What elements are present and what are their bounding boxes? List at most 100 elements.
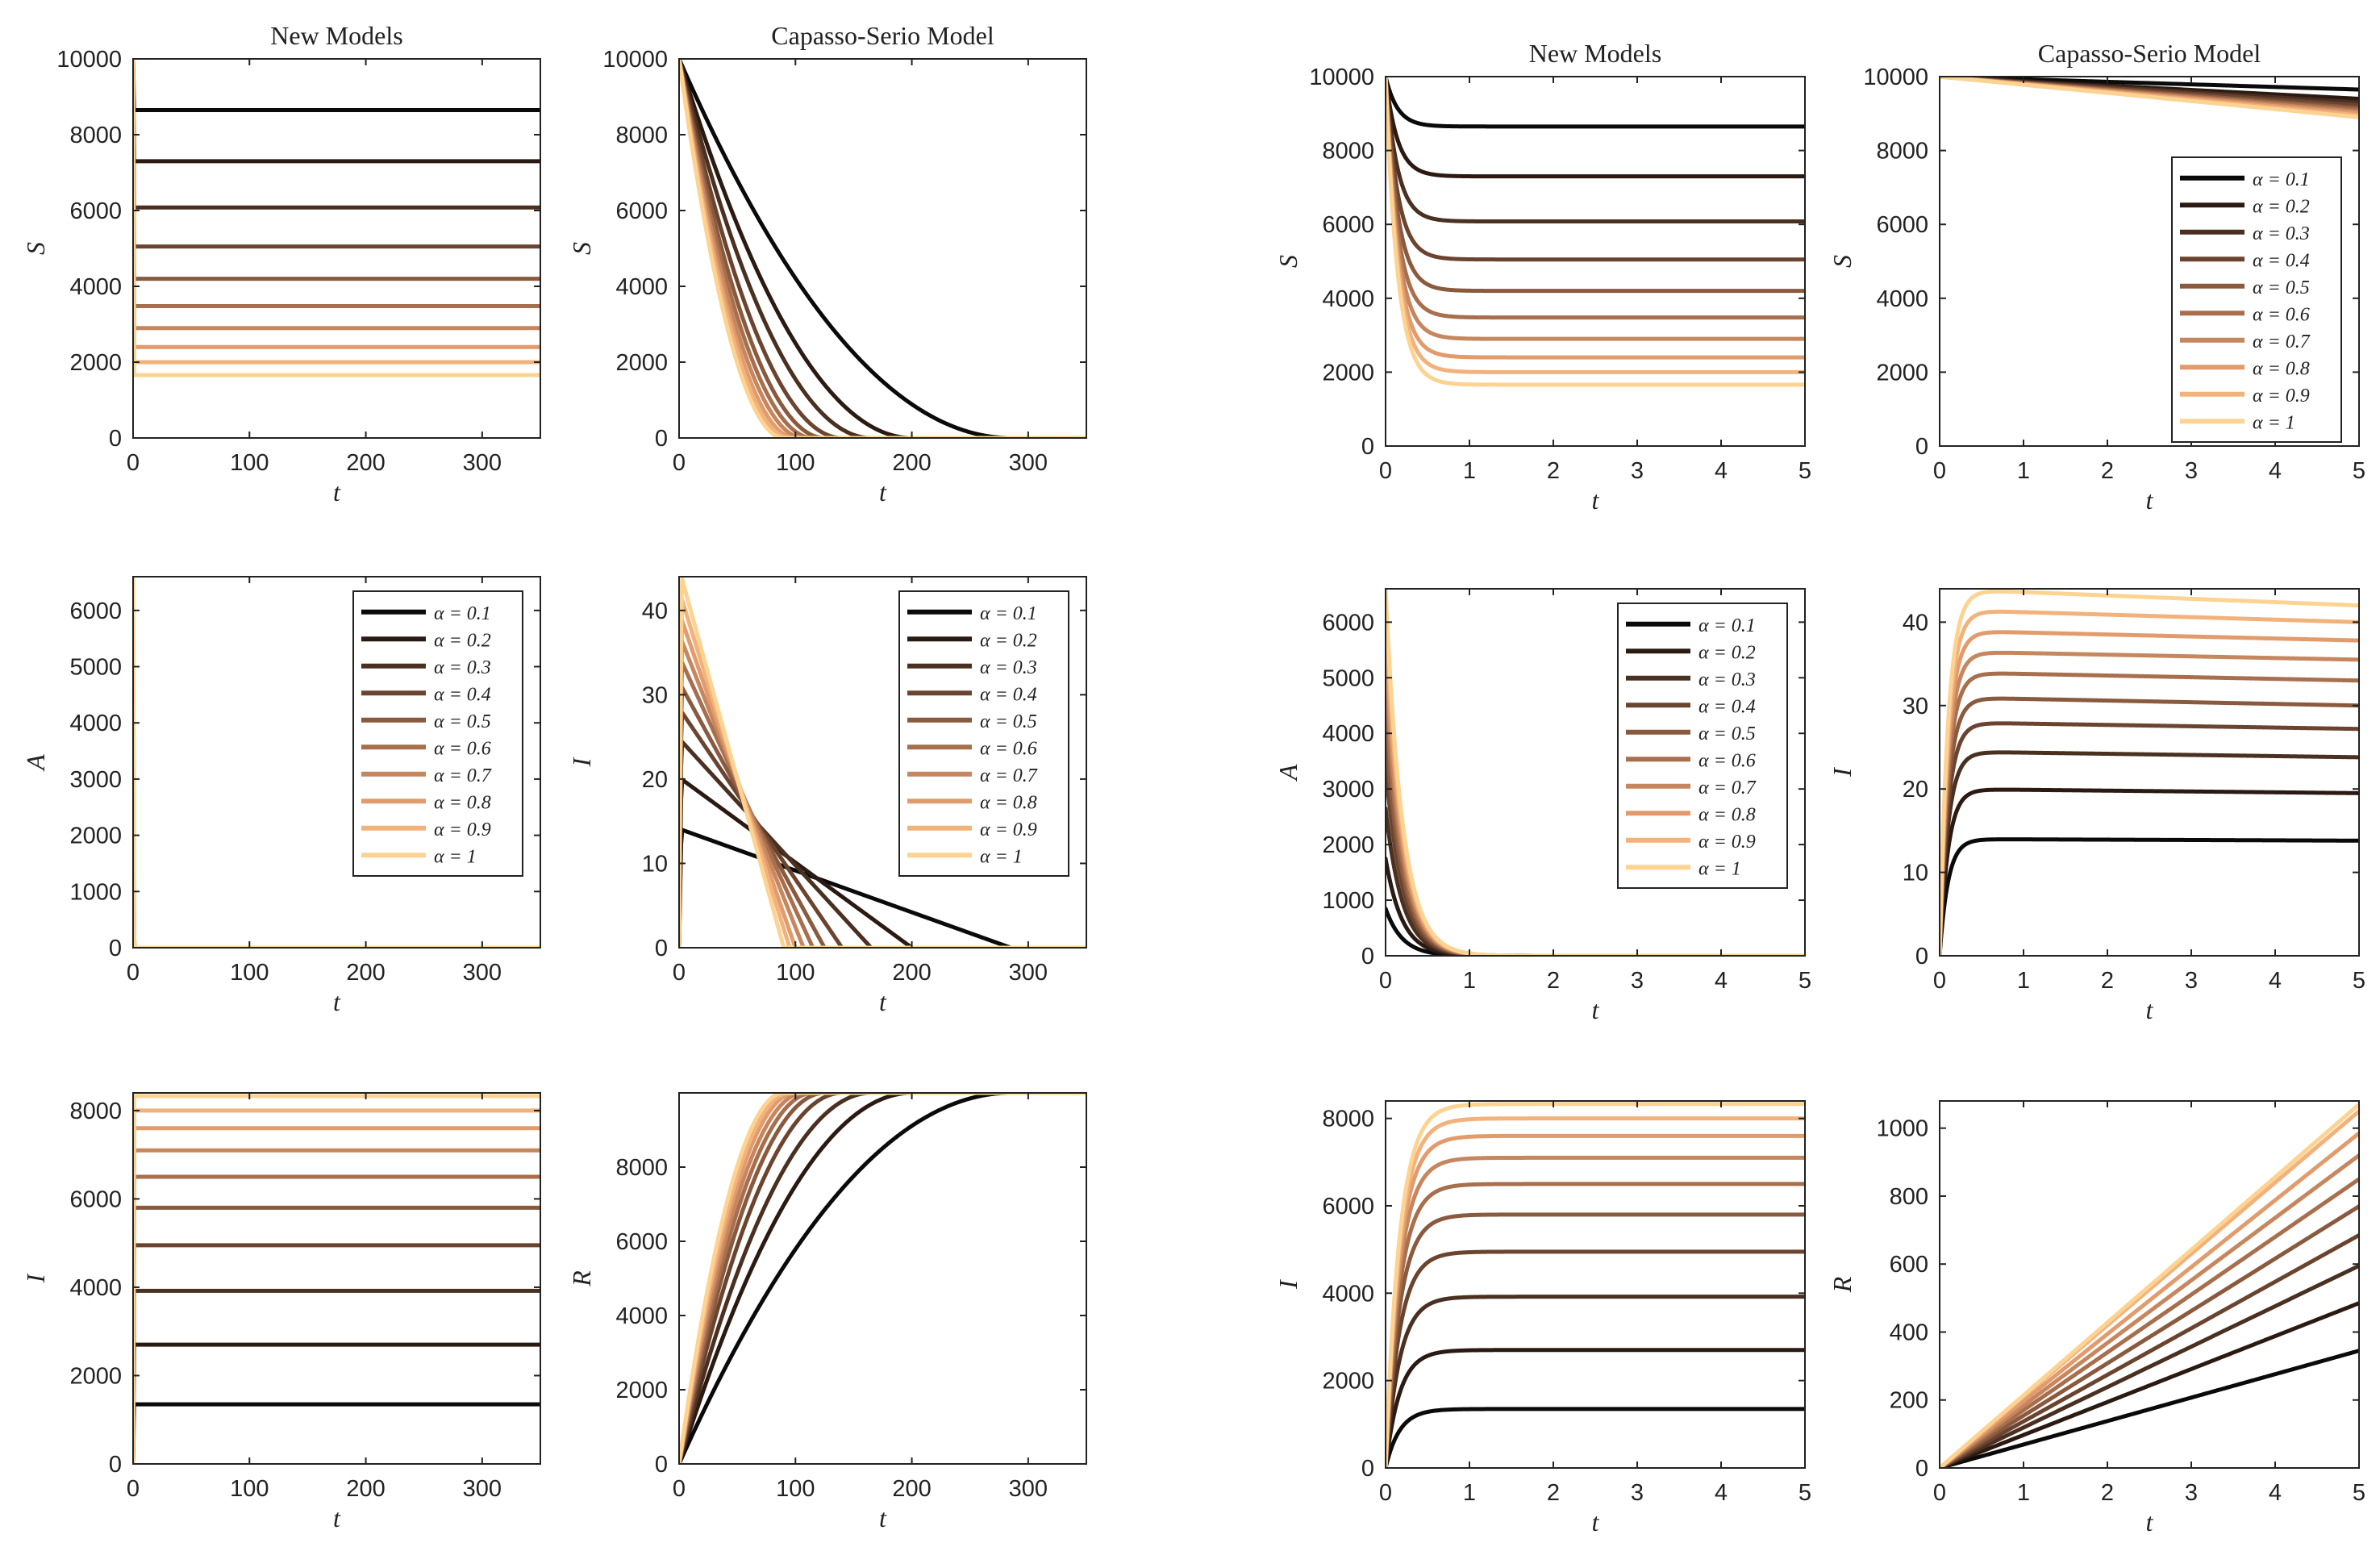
series-line-9	[1386, 1116, 1805, 1468]
y-axis-label: S	[21, 242, 50, 255]
y-tick-label: 4000	[1322, 1281, 1374, 1307]
series-group	[1940, 77, 2359, 119]
series-line-7	[1386, 1155, 1805, 1468]
y-tick-label: 6000	[615, 198, 668, 224]
series-group	[1386, 1102, 1805, 1468]
series-line-2	[1386, 77, 1805, 179]
series-line-8	[1940, 630, 2359, 956]
series-line-1	[133, 1402, 540, 1464]
series-line-4	[1940, 721, 2359, 956]
chart-cs-S-long: 0 100 200 300 0 2000 4000 6000 8000 10000 t S Capass…	[567, 21, 1087, 507]
x-tick-label: 100	[230, 450, 269, 476]
x-tick-label: 0	[1933, 968, 1946, 994]
x-axis-label: t	[1592, 486, 1600, 515]
series-line-5	[1940, 696, 2359, 956]
y-axis-label: I	[1828, 767, 1857, 778]
y-tick-label: 10000	[56, 47, 122, 73]
x-tick-label: 2	[2101, 1480, 2114, 1506]
plot-frame	[1939, 588, 2360, 957]
series-line-9	[133, 1108, 540, 1464]
x-tick-label: 1	[2017, 458, 2030, 484]
series-line-5	[1940, 1204, 2359, 1468]
y-tick-label: 4000	[615, 1303, 668, 1329]
legend-entry: α = 0.6	[434, 738, 491, 759]
y-tick-label: 0	[655, 936, 668, 961]
y-tick-label: 8000	[69, 1099, 122, 1124]
legend-entry: α = 0.5	[434, 711, 491, 732]
legend-entry: α = 0.1	[1699, 615, 1756, 636]
x-axis-label: t	[879, 1503, 887, 1532]
x-tick-label: 3	[1631, 458, 1644, 484]
series-line-7	[1940, 1153, 2359, 1468]
y-tick-label: 10	[642, 851, 668, 877]
series-line-4	[679, 1093, 1086, 1464]
plot-frame	[132, 58, 541, 439]
legend-entry: α = 0.6	[1699, 750, 1756, 771]
legend-entry: α = 0.3	[980, 657, 1037, 678]
series-line-10	[1940, 589, 2359, 956]
series-line-4	[1940, 1232, 2359, 1468]
y-tick-label: 20	[642, 767, 668, 793]
y-axis-label: S	[1273, 255, 1303, 268]
y-tick-label: 30	[1903, 694, 1928, 719]
legend-entry: α = 0.5	[2253, 277, 2310, 298]
legend-entry: α = 0.8	[1699, 804, 1756, 825]
legend-entry: α = 0.1	[434, 603, 491, 624]
y-tick-label: 2000	[1322, 360, 1374, 386]
series-line-5	[679, 1093, 1086, 1464]
series-line-8	[679, 1093, 1086, 1464]
y-tick-label: 2000	[69, 1363, 122, 1389]
y-tick-label: 1000	[1322, 888, 1374, 914]
legend-entry: α = 0.4	[2253, 250, 2310, 271]
legend-entry: α = 0.1	[2253, 169, 2310, 190]
series-line-8	[133, 1126, 540, 1464]
series-line-6	[679, 1093, 1086, 1464]
legend-entry: α = 0.7	[980, 765, 1038, 786]
x-tick-label: 0	[1379, 458, 1392, 484]
legend-entry: α = 0.6	[980, 738, 1037, 759]
y-tick-label: 6000	[1322, 1194, 1374, 1220]
legend-entry: α = 0.7	[1699, 778, 1757, 799]
x-tick-label: 0	[127, 450, 140, 476]
y-tick-label: 40	[1903, 610, 1928, 636]
series-line-1	[1386, 1407, 1805, 1468]
plot-frame	[678, 58, 1087, 439]
chart-cs-S-short: 0 1 2 3 4 5 0 2000 4000 6000 8000 10000 t S Capasso-Se…	[1828, 39, 2365, 515]
y-tick-label: 8000	[1322, 139, 1374, 165]
plot-frame	[132, 1092, 541, 1465]
series-line-3	[679, 59, 1086, 438]
x-tick-label: 3	[1631, 968, 1644, 994]
x-tick-label: 1	[1463, 458, 1476, 484]
plot-frame	[1939, 76, 2360, 447]
series-group	[1386, 589, 1805, 956]
y-tick-label: 0	[109, 936, 122, 961]
series-line-3	[679, 1093, 1086, 1464]
series-group	[133, 1094, 540, 1464]
legend-entry: α = 0.4	[434, 684, 491, 705]
chart-cs-R-long: 0 100 200 300 0 2000 4000 6000 8000 t R	[567, 1092, 1087, 1532]
y-tick-label: 2000	[69, 350, 122, 376]
y-axis-label: A	[1273, 764, 1303, 782]
series-line-7	[679, 59, 1086, 438]
y-axis-label: A	[21, 754, 50, 772]
y-tick-label: 2000	[69, 824, 122, 849]
x-tick-label: 2	[1547, 1480, 1560, 1506]
chart-new-S-long: 0 100 200 300 0 2000 4000 6000 8000 10000 t S New Mo…	[21, 21, 541, 507]
legend-entry: α = 1	[980, 846, 1023, 867]
x-tick-label: 0	[1379, 968, 1392, 994]
series-group	[1386, 77, 1805, 387]
series-line-3	[133, 1288, 540, 1464]
plot-frame	[1385, 1100, 1806, 1469]
y-tick-label: 1000	[1876, 1116, 1928, 1142]
series-line-2	[679, 1093, 1086, 1464]
y-tick-label: 5000	[1322, 665, 1374, 691]
x-axis-label: t	[1592, 1507, 1600, 1537]
y-tick-label: 2000	[1876, 360, 1928, 386]
y-tick-label: 0	[1361, 434, 1374, 460]
x-tick-label: 1	[2017, 1480, 2030, 1506]
y-tick-label: 10	[1903, 861, 1928, 886]
x-tick-label: 300	[463, 960, 502, 986]
y-tick-label: 0	[109, 426, 122, 452]
